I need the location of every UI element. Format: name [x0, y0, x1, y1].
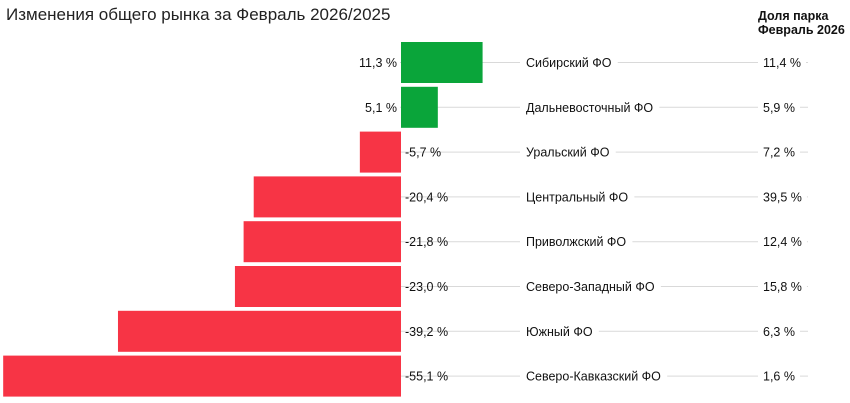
- share-value-backing: [758, 144, 800, 161]
- bar-value-label: -20,4 %: [405, 190, 448, 204]
- category-label: Северо-Кавказский ФО: [526, 370, 661, 384]
- category-label-backing: [520, 279, 661, 295]
- share-value-backing: [758, 189, 807, 206]
- category-label-backing: [520, 323, 599, 340]
- share-value: 5,9 %: [763, 101, 795, 115]
- share-value-backing: [758, 368, 800, 385]
- category-label-backing: [520, 144, 616, 161]
- category-label: Приволжский ФО: [526, 235, 626, 249]
- category-label-backing: [520, 55, 618, 71]
- bar-value-label: -39,2 %: [405, 325, 448, 339]
- bar: [401, 86, 438, 128]
- share-header-line-2: Февраль 2026: [758, 23, 845, 37]
- bar-value-label: -55,1 %: [405, 370, 448, 384]
- share-value-backing: [758, 323, 800, 340]
- category-label: Уральский ФО: [526, 146, 610, 160]
- category-label-backing: [520, 189, 635, 206]
- bar-value-label: -23,0 %: [405, 280, 448, 294]
- share-value: 11,4 %: [763, 56, 801, 70]
- bar: [359, 131, 401, 173]
- bar: [3, 355, 401, 397]
- chart-title: Изменения общего рынка за Февраль 2026/2…: [6, 5, 391, 24]
- category-label-backing: [520, 368, 668, 385]
- category-label: Северо-Западный ФО: [526, 280, 655, 294]
- share-value-backing: [758, 234, 807, 251]
- category-label: Сибирский ФО: [526, 56, 612, 70]
- category-label: Дальневосточный ФО: [526, 101, 653, 115]
- share-value-backing: [758, 99, 800, 116]
- share-column-header: Доля парка Февраль 2026: [758, 9, 845, 37]
- share-value: 15,8 %: [763, 280, 802, 294]
- share-value: 12,4 %: [763, 235, 802, 249]
- share-value: 7,2 %: [763, 146, 795, 160]
- category-label-backing: [520, 234, 633, 251]
- category-label: Южный ФО: [526, 325, 593, 339]
- share-value: 39,5 %: [763, 190, 802, 204]
- share-value: 6,3 %: [763, 325, 795, 339]
- bar: [253, 176, 401, 218]
- bar: [243, 221, 401, 263]
- bar: [117, 310, 401, 352]
- share-value-backing: [758, 55, 806, 71]
- category-label: Центральный ФО: [526, 190, 628, 204]
- bar-value-label: -21,8 %: [405, 235, 448, 249]
- share-value: 1,6 %: [763, 370, 795, 384]
- bar-value-label: -5,7 %: [405, 146, 441, 160]
- bar: [234, 266, 401, 307]
- bar-value-label: 5,1 %: [365, 101, 397, 115]
- share-value-backing: [758, 279, 807, 295]
- bar: [401, 42, 483, 83]
- bar-value-label: 11,3 %: [359, 56, 397, 70]
- category-label-backing: [520, 99, 660, 116]
- share-header-line-1: Доля парка: [758, 9, 829, 23]
